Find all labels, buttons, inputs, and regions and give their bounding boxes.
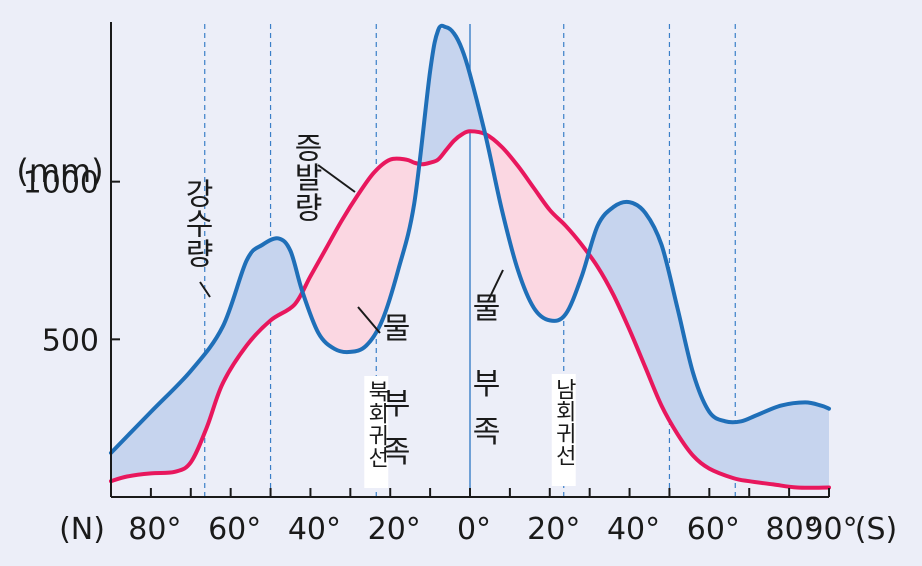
deficit-leader-south [487, 269, 504, 302]
tropic-of-cancer-label: 북회귀선 [364, 380, 389, 468]
x-tick-label-0: 80° [128, 512, 181, 547]
deficit-label-north: 물 부족 [357, 306, 411, 484]
deficit-area-3 [486, 134, 590, 321]
y-tick-label-1: 500 [42, 323, 99, 358]
deficit-leader-north [357, 306, 381, 334]
deficit-area-1 [302, 154, 421, 352]
tropic-of-capricorn-label: 남회귀선 [551, 378, 576, 466]
x-prefix-label: (N) [59, 512, 105, 547]
x-tick-label-6: 40° [607, 512, 660, 547]
series-lines [109, 23, 831, 490]
surplus-area-4 [589, 202, 829, 488]
x-tick-label-2: 40° [288, 512, 341, 547]
tropic-label-bg-1 [551, 374, 576, 486]
x-tick-label-3: 20° [368, 512, 421, 547]
deficit-label-north-text: 물 부족 [376, 312, 411, 484]
surplus-area-0 [111, 238, 303, 482]
x-tick-label-5: 20° [527, 512, 580, 547]
x-tick-label-9: 90° [804, 512, 857, 547]
y-axis-label: (mm) [16, 152, 103, 190]
evaporation-label-text: 증발량 [288, 132, 323, 222]
tropic-label-bg-0 [364, 376, 389, 488]
precipitation-label: 강수량 [179, 178, 214, 298]
evaporation-line [109, 129, 831, 490]
y-tick-label-0: 1000 [23, 166, 99, 201]
deficit-label-south-text: 물 부족 [466, 292, 501, 464]
precipitation-label-text: 강수량 [179, 178, 214, 268]
deficit-label-south: 물 부족 [466, 269, 504, 464]
x-tick-label-7: 60° [687, 512, 740, 547]
x-tick-label-4: 0° [457, 512, 491, 547]
x-tick-label-8: 80° [766, 512, 819, 547]
precipitation-line [109, 23, 831, 455]
x-suffix-label: (S) [855, 512, 897, 547]
precipitation-leader-line [199, 281, 211, 298]
evaporation-label: 증발량 [288, 132, 356, 222]
x-tick-label-1: 60° [208, 512, 261, 547]
evaporation-leader-line [317, 164, 356, 193]
